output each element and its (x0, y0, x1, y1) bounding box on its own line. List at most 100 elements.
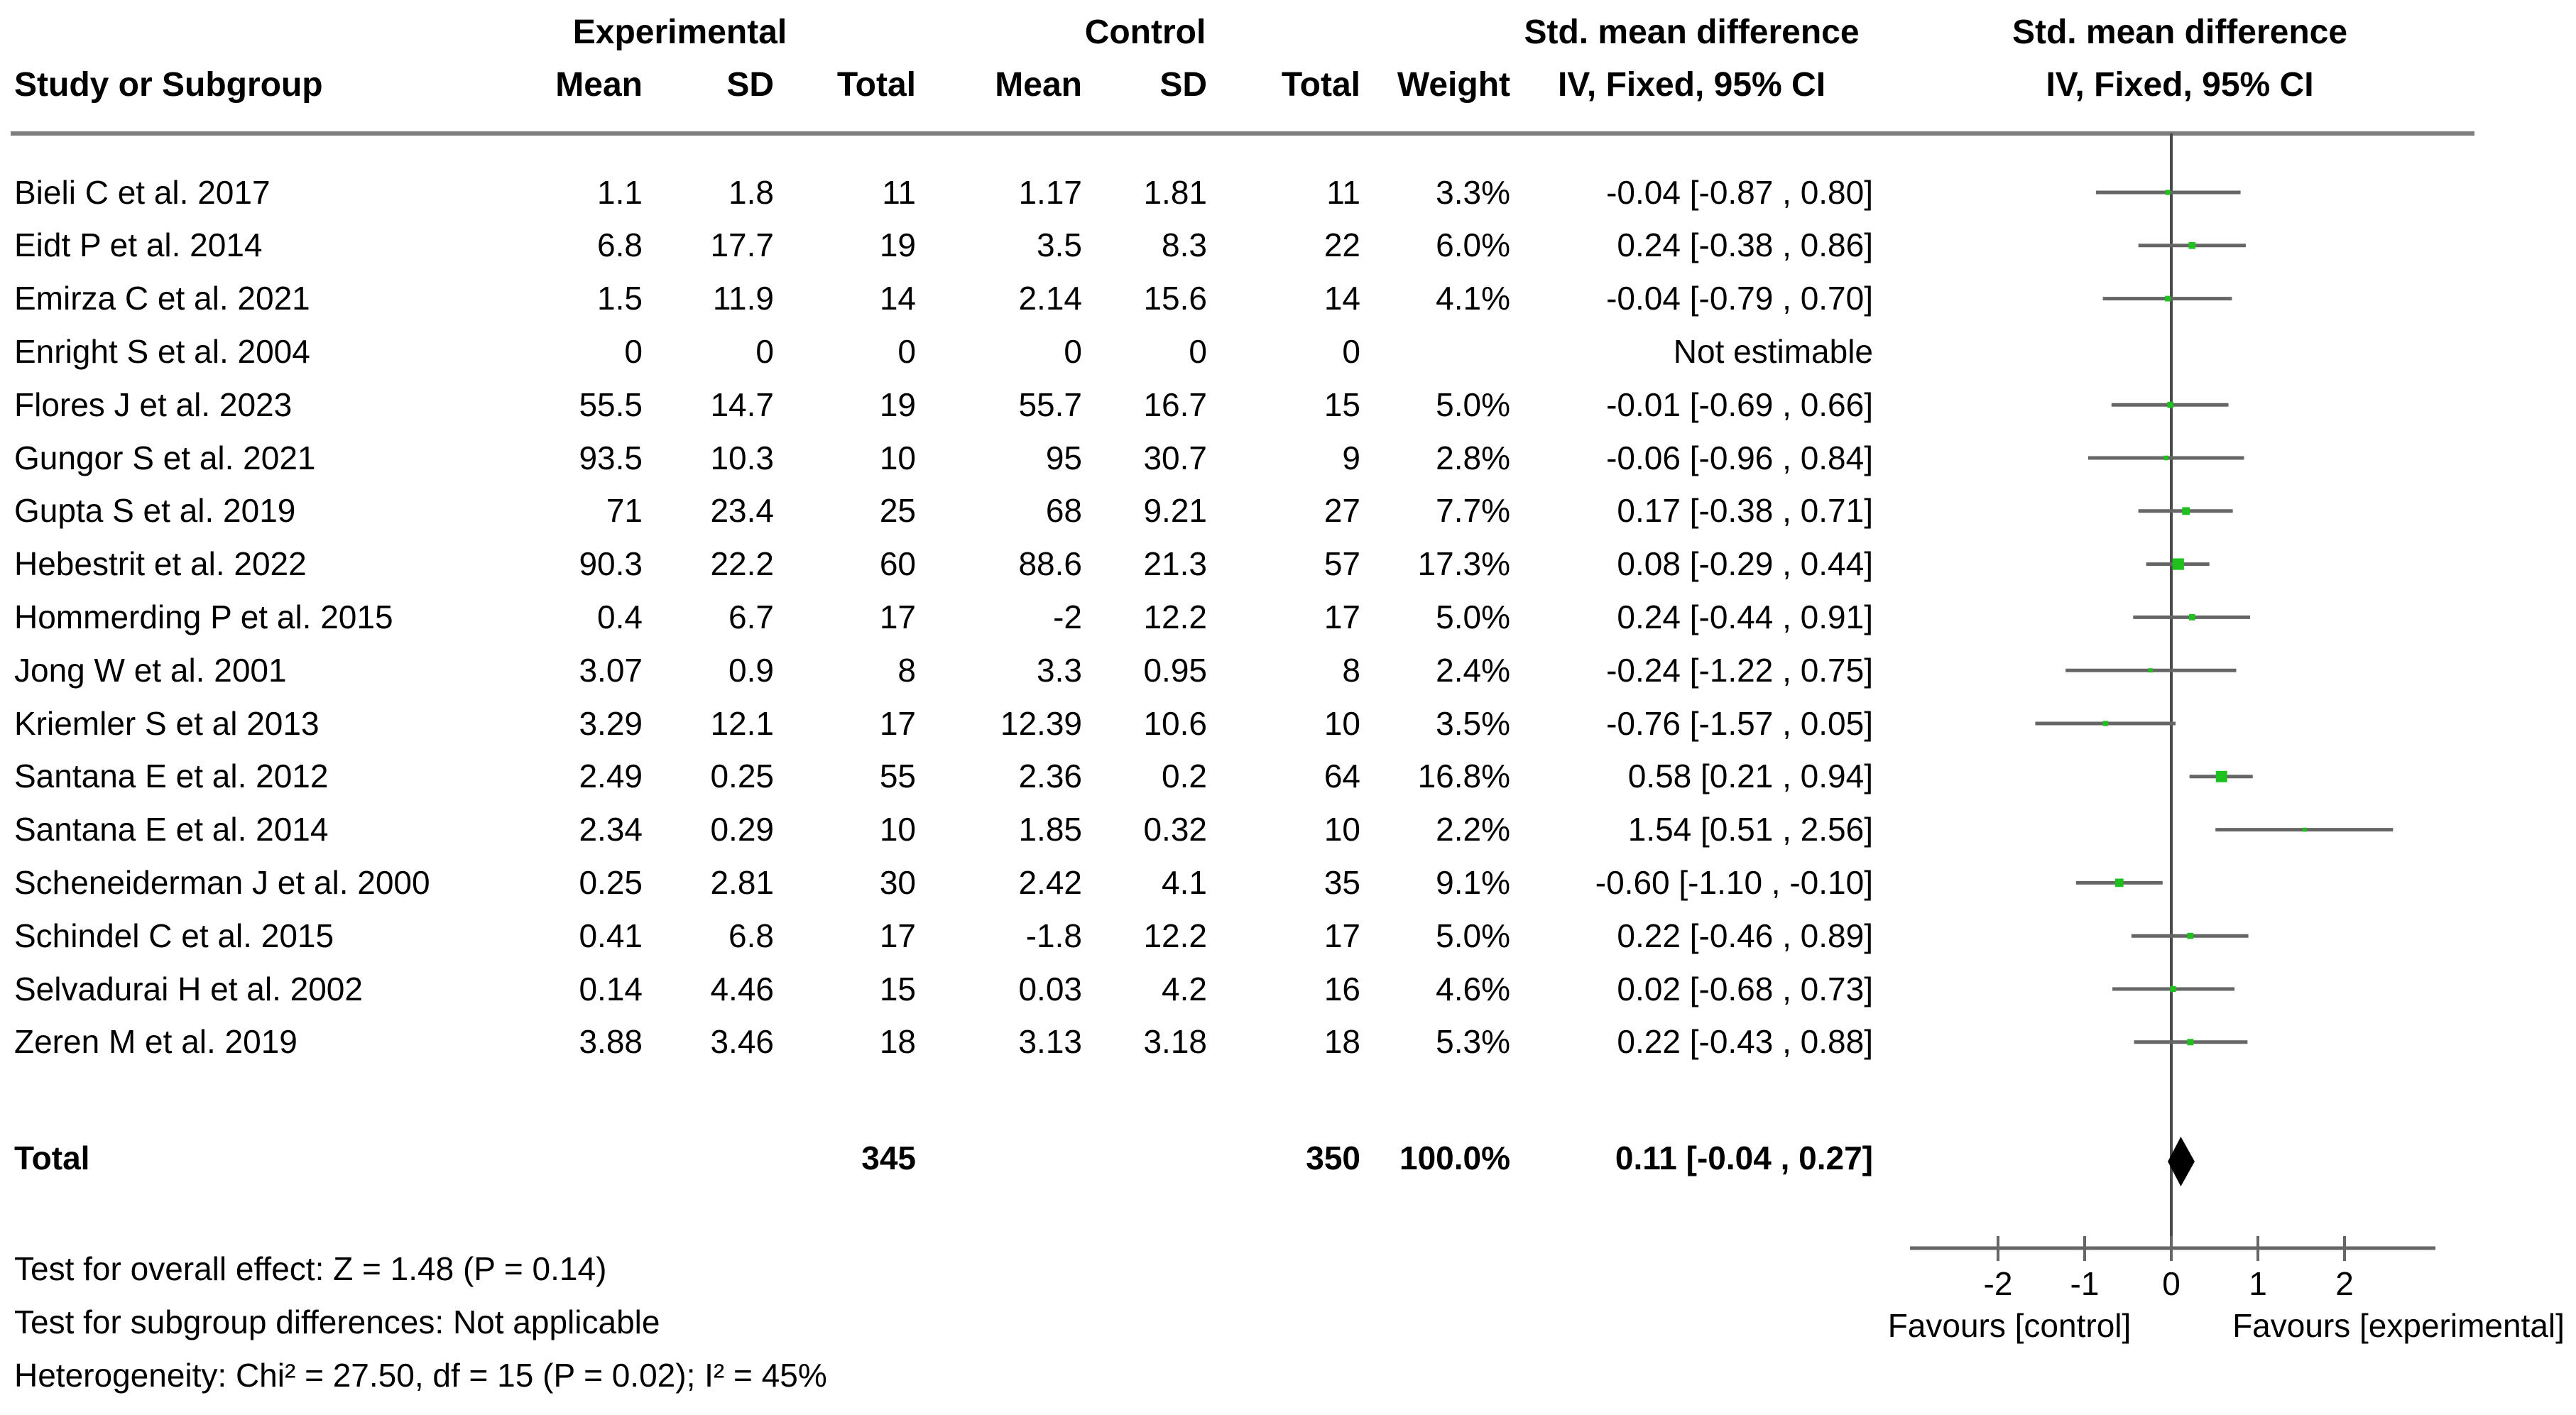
ctrl-sd-cell: 15.6 (1143, 280, 1207, 317)
exp-total-cell: 10 (879, 811, 916, 848)
table-row: Schindel C et al. 2015 0.41 6.8 17 -1.8 … (0, 909, 1889, 963)
ci-text-cell: -0.04 [-0.87 , 0.80] (1606, 173, 1873, 211)
exp-mean-cell: 55.5 (579, 386, 643, 423)
exp-total-cell: 25 (879, 492, 916, 530)
ctrl-mean-cell: 2.36 (1018, 758, 1082, 795)
table-row: Jong W et al. 2001 3.07 0.9 8 3.3 0.95 8… (0, 644, 1889, 697)
study-name-cell: Zeren M et al. 2019 (14, 1023, 298, 1061)
table-row: Santana E et al. 2012 2.49 0.25 55 2.36 … (0, 750, 1889, 803)
ci-text-cell: 0.08 [-0.29 , 0.44] (1617, 545, 1873, 583)
heterogeneity-stats: Heterogeneity: Chi² = 27.50, df = 15 (P … (14, 1357, 827, 1394)
weight-cell: 5.3% (1436, 1023, 1510, 1061)
study-name-cell: Selvadurai H et al. 2002 (14, 970, 363, 1007)
ctrl-mean-cell: 55.7 (1018, 386, 1082, 423)
exp-mean-cell: 0.25 (579, 863, 643, 901)
ci-text-cell: -0.24 [-1.22 , 0.75] (1606, 651, 1873, 689)
plot-column-title: Std. mean difference (2012, 13, 2348, 51)
exp-mean-cell: 3.07 (579, 651, 643, 689)
exp-mean-cell: 2.49 (579, 758, 643, 795)
ctrl-mean-header: Mean (995, 66, 1082, 104)
ci-text-cell: 0.24 [-0.38 , 0.86] (1617, 226, 1873, 264)
ctrl-total-cell: 57 (1324, 545, 1360, 583)
ctrl-sd-cell: 8.3 (1162, 226, 1207, 264)
exp-mean-header: Mean (555, 66, 643, 104)
ctrl-total-cell: 18 (1324, 1023, 1360, 1061)
ctrl-total-cell: 10 (1324, 704, 1360, 742)
overall-effect-test: Test for overall effect: Z = 1.48 (P = 0… (14, 1250, 607, 1287)
exp-sd-cell: 2.81 (710, 863, 774, 901)
ctrl-total-cell: 17 (1324, 598, 1360, 635)
ci-text-cell: 0.24 [-0.44 , 0.91] (1617, 598, 1873, 635)
point-estimate-marker (2188, 614, 2195, 621)
ctrl-total-cell: 11 (1326, 173, 1360, 211)
exp-mean-cell: 93.5 (579, 439, 643, 476)
point-estimate-marker (2102, 721, 2108, 726)
ctrl-mean-cell: -1.8 (1025, 917, 1082, 954)
exp-mean-cell: 1.1 (597, 173, 643, 211)
ctrl-mean-cell: 3.3 (1037, 651, 1082, 689)
ctrl-mean-cell: 1.17 (1018, 173, 1082, 211)
table-row: Eidt P et al. 2014 6.8 17.7 19 3.5 8.3 2… (0, 219, 1889, 272)
study-name-cell: Flores J et al. 2023 (14, 386, 293, 423)
exp-mean-cell: 6.8 (597, 226, 643, 264)
weight-cell: 5.0% (1436, 917, 1510, 954)
table-row: Kriemler S et al 2013 3.29 12.1 17 12.39… (0, 697, 1889, 750)
ctrl-total-header: Total (1281, 66, 1360, 104)
study-name-cell: Bieli C et al. 2017 (14, 173, 271, 211)
ctrl-mean-cell: 1.85 (1018, 811, 1082, 848)
study-name-cell: Schindel C et al. 2015 (14, 917, 334, 954)
point-estimate-marker (2187, 1039, 2194, 1046)
ctrl-sd-cell: 0.2 (1162, 758, 1207, 795)
total-label: Total (14, 1140, 90, 1176)
exp-sd-cell: 0.25 (710, 758, 774, 795)
ctrl-sd-cell: 1.81 (1143, 173, 1207, 211)
weight-header: Weight (1397, 66, 1510, 104)
exp-total-cell: 17 (879, 598, 916, 635)
exp-sd-cell: 23.4 (710, 492, 774, 530)
ctrl-total-cell: 0 (1342, 332, 1360, 370)
exp-sd-cell: 3.46 (710, 1023, 774, 1061)
exp-mean-cell: 90.3 (579, 545, 643, 583)
weight-cell: 4.1% (1436, 280, 1510, 317)
table-row: Hebestrit et al. 2022 90.3 22.2 60 88.6 … (0, 537, 1889, 591)
weight-cell: 3.5% (1436, 704, 1510, 742)
exp-mean-cell: 2.34 (579, 811, 643, 848)
total-exp-total: 345 (861, 1140, 916, 1176)
point-estimate-marker (2187, 932, 2194, 939)
ctrl-mean-cell: 3.5 (1037, 226, 1082, 264)
ci-text-cell: 0.17 [-0.38 , 0.71] (1617, 492, 1873, 530)
point-estimate-marker (2165, 190, 2171, 195)
study-name-cell: Jong W et al. 2001 (14, 651, 287, 689)
exp-total-cell: 60 (879, 545, 916, 583)
study-name-cell: Gupta S et al. 2019 (14, 492, 296, 530)
study-name-cell: Eidt P et al. 2014 (14, 226, 263, 264)
weight-cell: 4.6% (1436, 970, 1510, 1007)
weight-cell: 2.2% (1436, 811, 1510, 848)
exp-total-cell: 11 (882, 173, 916, 211)
study-name-cell: Santana E et al. 2012 (14, 758, 329, 795)
axis-tick-label: 2 (2335, 1265, 2354, 1302)
exp-total-cell: 0 (897, 332, 916, 370)
subgroup-differences-test: Test for subgroup differences: Not appli… (14, 1304, 660, 1340)
exp-sd-cell: 10.3 (710, 439, 774, 476)
ctrl-mean-cell: 88.6 (1018, 545, 1082, 583)
experimental-group-header: Experimental (572, 13, 787, 51)
ci-text-cell: -0.01 [-0.69 , 0.66] (1606, 386, 1873, 423)
exp-total-cell: 18 (879, 1023, 916, 1061)
exp-total-cell: 19 (879, 226, 916, 264)
control-group-header: Control (1084, 13, 1206, 51)
exp-total-cell: 8 (897, 651, 916, 689)
ci-text-cell: 0.22 [-0.43 , 0.88] (1617, 1023, 1873, 1061)
axis-tick-label: -1 (2070, 1265, 2100, 1302)
study-name-cell: Hebestrit et al. 2022 (14, 545, 307, 583)
ctrl-sd-cell: 0.95 (1143, 651, 1207, 689)
exp-total-header: Total (836, 66, 916, 104)
ci-text-cell: 0.22 [-0.46 , 0.89] (1617, 917, 1873, 954)
table-row: Santana E et al. 2014 2.34 0.29 10 1.85 … (0, 803, 1889, 856)
exp-sd-cell: 0.29 (710, 811, 774, 848)
ctrl-total-cell: 15 (1324, 386, 1360, 423)
exp-total-cell: 17 (879, 917, 916, 954)
point-estimate-marker (2148, 668, 2153, 673)
table-row: Selvadurai H et al. 2002 0.14 4.46 15 0.… (0, 963, 1889, 1016)
ci-text-cell: 0.02 [-0.68 , 0.73] (1617, 970, 1873, 1007)
